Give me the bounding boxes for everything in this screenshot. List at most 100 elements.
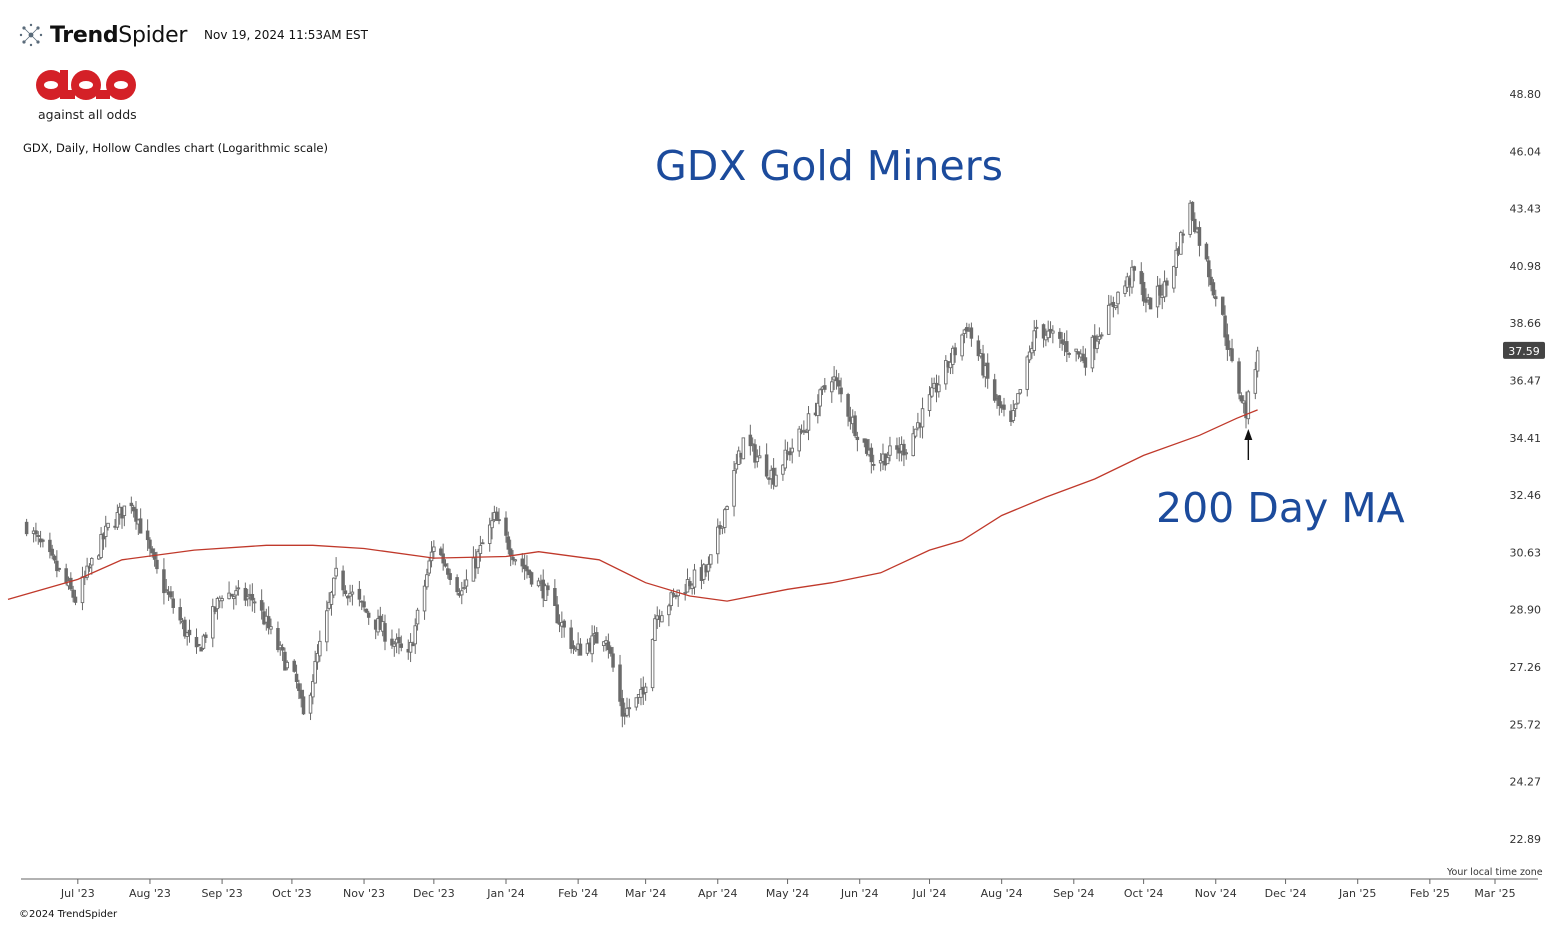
candle-body — [199, 647, 203, 652]
candle-body — [606, 641, 611, 651]
candle-body — [332, 577, 336, 596]
x-tick-label: Mar '25 — [1474, 887, 1515, 900]
candle-body — [325, 610, 329, 643]
candle-body — [1074, 348, 1078, 352]
candle-body — [285, 661, 289, 669]
candle-body — [497, 519, 501, 522]
candle-body — [138, 518, 143, 534]
candle-body — [594, 632, 599, 644]
candle-body — [24, 521, 29, 535]
candle-body — [494, 511, 499, 521]
candle-body — [1113, 305, 1118, 309]
x-tick-label: May '24 — [766, 887, 809, 900]
candle-body — [162, 569, 166, 594]
candle-body — [555, 604, 559, 624]
candle-body — [1013, 403, 1018, 410]
candle-body — [480, 542, 485, 545]
candle-body — [627, 707, 632, 710]
candle-body — [90, 558, 94, 566]
candle-body — [99, 534, 103, 558]
y-tick-label: 28.90 — [1510, 604, 1542, 617]
candle-body — [653, 618, 657, 641]
x-tick-label: Sep '24 — [1053, 887, 1094, 900]
candle-body — [871, 463, 876, 466]
candle-body — [341, 570, 345, 591]
candle-body — [276, 628, 280, 651]
candle-body — [399, 643, 404, 648]
candle-body — [920, 408, 925, 428]
candle-body — [236, 587, 241, 590]
trendspider-wordmark: TrendSpider — [50, 22, 188, 48]
candle-body — [85, 565, 89, 578]
candle-body — [904, 452, 909, 455]
candle-body — [1190, 201, 1195, 221]
candle-body — [1130, 266, 1134, 288]
x-tick-label: Mar '24 — [625, 887, 666, 900]
candle-body — [299, 689, 303, 699]
candle-body — [397, 636, 401, 644]
candle-body — [911, 433, 915, 457]
candle-body — [725, 506, 729, 510]
candle-body — [590, 635, 594, 655]
last-price-label: 37.59 — [1508, 345, 1540, 358]
candle-body — [569, 627, 573, 649]
candle-body — [234, 590, 238, 596]
candle-body — [688, 581, 692, 587]
chart-timestamp: Nov 19, 2024 11:53AM EST — [204, 28, 368, 42]
candle-body — [178, 607, 182, 621]
candle-body — [311, 681, 315, 698]
candle-body — [546, 585, 550, 591]
x-tick-label: Jul '24 — [912, 887, 947, 900]
candle-body — [169, 591, 173, 598]
candle-body — [985, 362, 990, 379]
candle-body — [1034, 326, 1039, 329]
trendspider-logo-icon — [19, 23, 43, 47]
candle-body — [204, 634, 208, 638]
candle-body — [155, 559, 159, 570]
candle-body — [783, 449, 787, 469]
candle-body — [513, 559, 518, 562]
candle-body — [736, 450, 741, 465]
candle-body — [948, 361, 953, 369]
candle-body — [625, 707, 629, 716]
candle-body — [1099, 334, 1104, 337]
candle-body — [229, 593, 234, 597]
candle-body — [197, 643, 201, 646]
candle-body — [73, 596, 78, 603]
candle-body — [478, 544, 483, 554]
candle-body — [660, 615, 664, 623]
candle-body — [455, 577, 459, 593]
candle-body — [408, 641, 413, 653]
candle-body — [460, 590, 464, 596]
candle-body — [837, 380, 841, 387]
candle-body — [1051, 330, 1055, 334]
candle-body — [464, 579, 469, 587]
y-tick-label: 24.27 — [1510, 775, 1542, 788]
candle-body — [902, 443, 906, 456]
candle-body — [969, 327, 974, 339]
candle-body — [1211, 282, 1216, 296]
candle-body — [716, 526, 720, 555]
candle-body — [1181, 233, 1185, 236]
candle-body — [390, 638, 394, 646]
x-tick-label: Apr '24 — [698, 887, 738, 900]
candle-body — [1165, 280, 1169, 286]
chart-description: GDX, Daily, Hollow Candles chart (Logari… — [23, 141, 328, 155]
candle-body — [799, 430, 804, 433]
candle-body — [1132, 266, 1137, 271]
candle-body — [259, 600, 264, 611]
y-tick-label: 32.46 — [1510, 489, 1542, 502]
candle-body — [1172, 265, 1176, 289]
candle-body — [231, 596, 236, 600]
candle-body — [634, 697, 639, 708]
candle-body — [129, 502, 134, 507]
candle-body — [834, 377, 839, 382]
candle-body — [415, 609, 420, 625]
candle-body — [55, 560, 59, 572]
candle-body — [1179, 232, 1183, 255]
candle-body — [211, 606, 215, 639]
candle-body — [818, 389, 822, 407]
candle-body — [318, 640, 322, 657]
candle-body — [50, 548, 54, 556]
x-tick-label: Oct '24 — [1124, 887, 1164, 900]
